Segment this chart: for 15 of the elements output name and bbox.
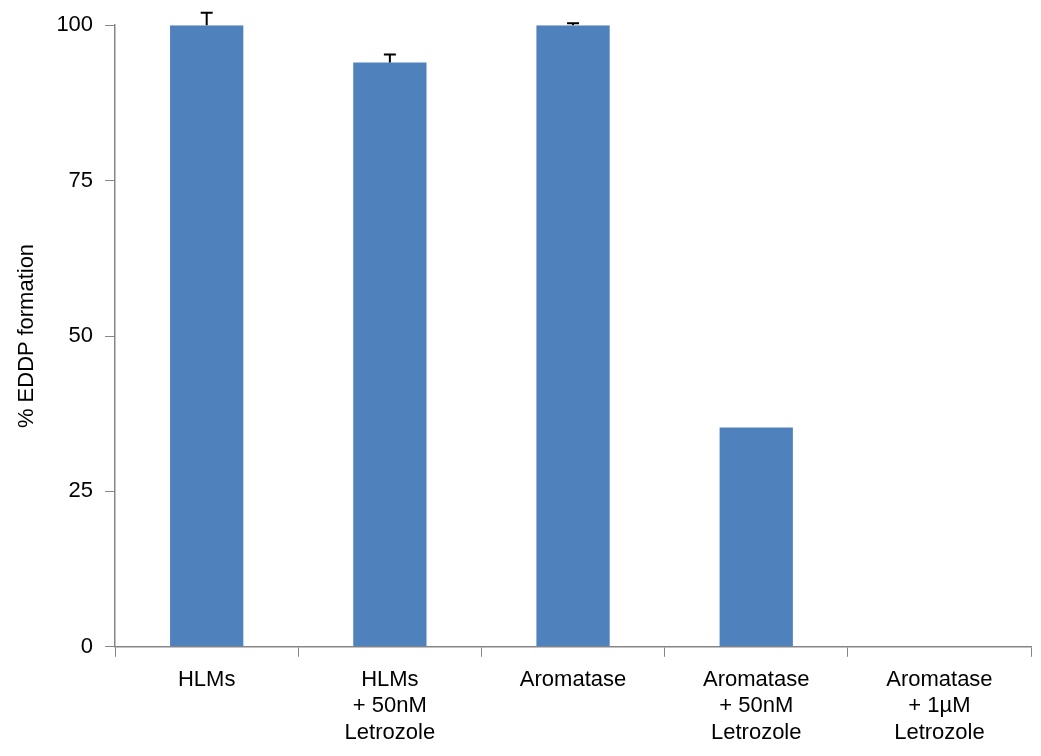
y-axis-title: % EDDP formation <box>13 243 39 429</box>
bar <box>353 62 427 647</box>
y-tick-label: 50 <box>68 322 94 348</box>
x-tick-label: Aromatase + 50nM Letrozole <box>703 666 810 744</box>
bar <box>536 25 610 647</box>
x-tick-label: Aromatase + 1µM Letrozole <box>886 666 993 744</box>
y-tick-label: 0 <box>80 632 94 658</box>
x-tick-label: Aromatase <box>519 666 627 692</box>
y-tick-label: 100 <box>56 11 94 37</box>
y-tick-label: 75 <box>68 166 94 192</box>
bar <box>170 25 244 647</box>
x-tick-label: HLMs + 50nM Letrozole <box>344 666 436 744</box>
y-tick-label: 25 <box>68 477 94 503</box>
bar <box>719 427 793 647</box>
x-tick-label: HLMs <box>177 666 236 692</box>
